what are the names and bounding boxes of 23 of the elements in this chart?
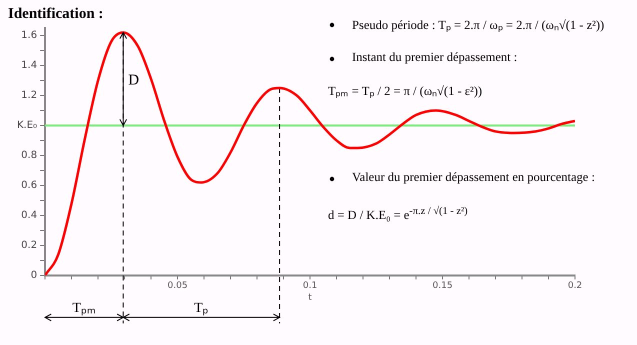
text: Tₚₘ — [72, 300, 96, 318]
x-tick-label: 0.2 — [568, 281, 582, 292]
y-tick-label: 0.4 — [21, 210, 38, 222]
annotation: d = D / K.E₀ = e$^{-π.z / √(1 - z²)}$ — [328, 206, 468, 224]
x-tick-label: 0.1 — [302, 281, 318, 292]
y-tick-label: 0.2 — [21, 240, 38, 252]
text: Tₚ — [194, 300, 209, 318]
x-axis-title: t — [308, 292, 312, 303]
y-tick-label: K.E₀ — [16, 120, 38, 132]
y-tick-label: 0 — [30, 270, 38, 281]
y-tick-label: 1.4 — [21, 60, 38, 72]
x-tick-label: 0.05 — [168, 281, 188, 292]
annotation: Valeur du premier dépassement en pourcentage : — [352, 170, 595, 185]
y-tick-label: 0.6 — [21, 180, 38, 192]
annotation: Pseudo période : Tₚ = 2.π / ωₚ = 2.π / (ωₙ√(1 - z²)) — [352, 17, 604, 33]
annotation: Instant du premier dépassement : — [352, 50, 518, 65]
y-tick-label: 1.2 — [21, 90, 38, 102]
annotation: Tₚₘ = Tₚ / 2 = π / (ωₙ√(1 - ε²)) — [328, 83, 482, 99]
chart-title: Identification : — [8, 6, 104, 23]
x-tick-label: 0.15 — [432, 281, 453, 292]
y-tick-label: 0.8 — [21, 150, 38, 162]
annotation: D — [128, 72, 140, 88]
y-tick-label: 1.6 — [21, 30, 38, 42]
